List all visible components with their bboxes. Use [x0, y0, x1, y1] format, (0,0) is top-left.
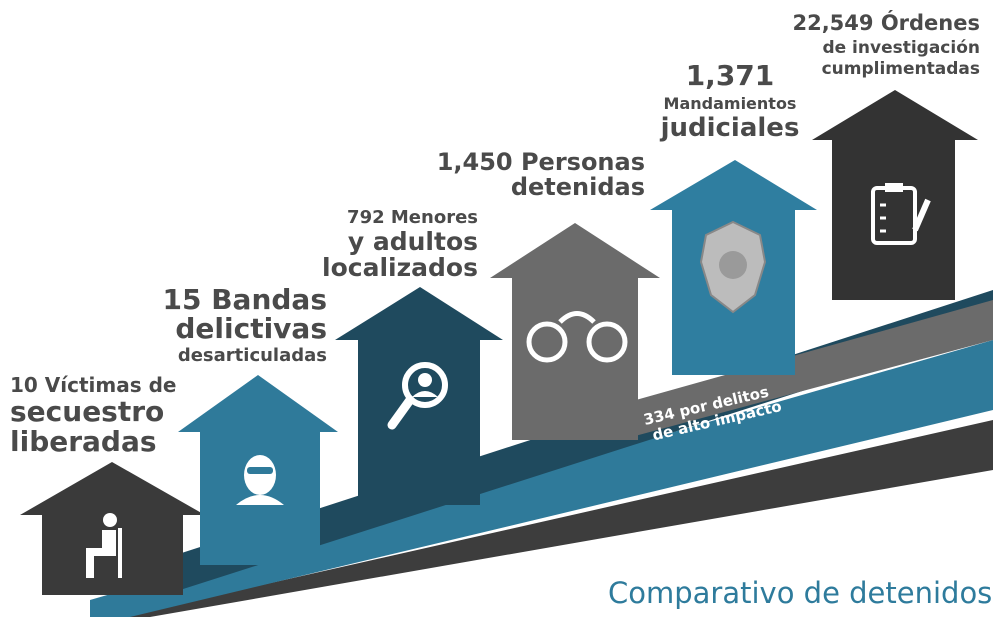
label: 1,371: [686, 59, 775, 92]
label: 1,450 Personas: [437, 148, 645, 176]
label: 22,549 Órdenes: [792, 10, 980, 35]
label: detenidas: [511, 173, 645, 201]
label: secuestro: [10, 395, 164, 428]
label: cumplimentadas: [822, 59, 980, 79]
label: 792 Menores: [347, 207, 478, 228]
label: liberadas: [10, 425, 157, 458]
label: Mandamientos: [664, 94, 797, 113]
infographic: 10 Víctimas de secuestro liberadas 15 Ba…: [0, 0, 993, 617]
footer-title: Comparativo de detenidos: [608, 576, 992, 610]
label: localizados: [322, 253, 478, 282]
label: 10 Víctimas de: [10, 373, 176, 397]
label: desarticuladas: [178, 345, 327, 366]
arrow: [20, 462, 205, 595]
label: de investigación: [822, 38, 980, 58]
label: y adultos: [348, 227, 478, 256]
label: delictivas: [175, 312, 327, 345]
arrow: [812, 90, 978, 300]
arrow: [490, 223, 660, 440]
label: judiciales: [660, 113, 800, 143]
